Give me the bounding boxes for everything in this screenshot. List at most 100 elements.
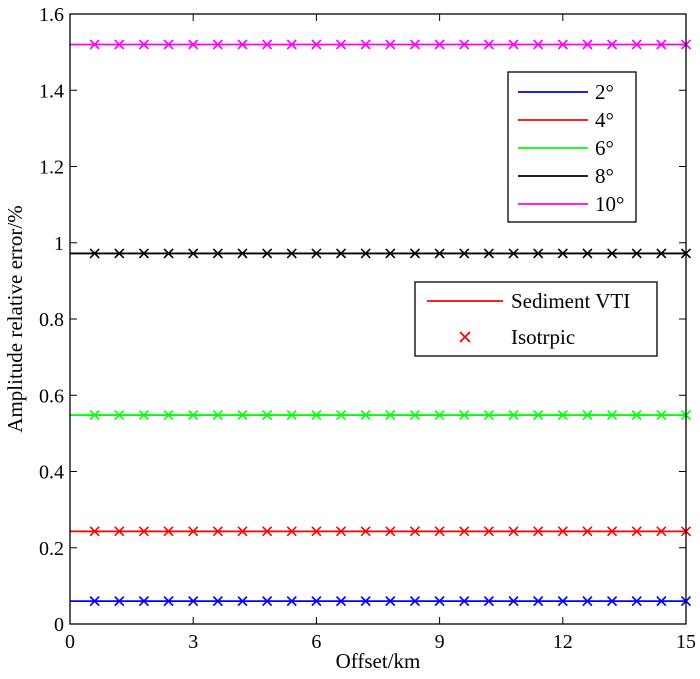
x-marker-stroke	[335, 248, 347, 259]
x-marker	[409, 596, 421, 607]
x-marker	[533, 248, 544, 259]
x-marker-stroke	[138, 248, 149, 259]
x-marker-stroke	[607, 526, 618, 537]
x-marker	[138, 526, 149, 537]
x-marker	[335, 410, 347, 421]
x-marker-stroke	[262, 410, 273, 421]
x-marker-stroke	[385, 39, 396, 50]
x-marker-stroke	[335, 410, 347, 421]
x-marker-stroke	[286, 526, 297, 537]
x-marker	[459, 39, 470, 50]
x-marker	[212, 596, 223, 607]
x-marker-stroke	[459, 331, 471, 343]
x-marker-stroke	[360, 39, 371, 50]
x-marker-stroke	[163, 410, 174, 421]
x-marker	[459, 248, 470, 259]
x-marker-stroke	[114, 410, 125, 421]
x-marker	[286, 526, 297, 537]
x-marker	[557, 526, 568, 537]
x-marker-stroke	[656, 526, 667, 537]
x-marker	[237, 596, 248, 607]
x-marker-stroke	[582, 39, 593, 50]
x-marker	[434, 526, 445, 537]
x-marker-stroke	[483, 39, 494, 50]
x-marker	[89, 39, 100, 50]
x-marker-stroke	[582, 596, 593, 607]
x-marker-stroke	[557, 596, 568, 607]
x-marker	[656, 248, 667, 259]
x-marker-stroke	[607, 248, 618, 259]
x-marker-stroke	[656, 596, 667, 607]
x-marker	[335, 39, 347, 50]
x-marker	[163, 596, 174, 607]
x-marker-stroke	[459, 39, 470, 50]
x-marker-stroke	[335, 526, 347, 537]
x-marker-stroke	[114, 39, 125, 50]
x-marker-stroke	[533, 39, 544, 50]
x-marker	[163, 526, 174, 537]
x-marker	[631, 410, 642, 421]
x-marker-stroke	[434, 410, 445, 421]
x-marker-stroke	[286, 410, 297, 421]
x-marker	[533, 410, 544, 421]
x-marker	[508, 410, 519, 421]
x-marker-stroke	[262, 39, 273, 50]
x-marker-stroke	[138, 39, 149, 50]
x-marker	[360, 39, 371, 50]
x-marker-stroke	[262, 526, 273, 537]
x-marker	[188, 248, 199, 259]
x-marker	[360, 248, 371, 259]
x-marker-stroke	[212, 526, 223, 537]
x-marker	[656, 596, 667, 607]
x-marker-stroke	[631, 410, 642, 421]
x-marker	[557, 248, 568, 259]
x-marker-stroke	[360, 248, 371, 259]
x-tick-label: 15	[676, 631, 696, 653]
x-marker	[311, 39, 322, 50]
x-marker	[582, 526, 593, 537]
x-marker	[360, 526, 371, 537]
x-marker-stroke	[286, 39, 297, 50]
x-marker	[335, 526, 347, 537]
x-marker-stroke	[262, 596, 273, 607]
x-marker-stroke	[262, 248, 273, 259]
x-marker	[533, 526, 544, 537]
x-marker-stroke	[582, 526, 593, 537]
x-marker	[212, 410, 223, 421]
x-marker	[138, 248, 149, 259]
x-marker	[557, 596, 568, 607]
x-marker-stroke	[533, 248, 544, 259]
y-tick-label: 0.4	[39, 462, 64, 484]
x-marker-stroke	[212, 39, 223, 50]
legend-label: 6°	[595, 136, 614, 160]
legends: 2° 4° 6° 8° 10° Sediment VTI Isotrpic	[414, 71, 658, 357]
x-marker	[163, 39, 174, 50]
x-marker-stroke	[89, 410, 100, 421]
x-marker	[188, 596, 199, 607]
x-marker	[582, 248, 593, 259]
x-marker-stroke	[459, 410, 470, 421]
x-marker-stroke	[89, 248, 100, 259]
x-marker-stroke	[311, 248, 322, 259]
x-marker	[385, 39, 396, 50]
legend-styles: Sediment VTI Isotrpic	[414, 281, 658, 357]
y-tick-label: 1.4	[39, 80, 64, 102]
x-marker-stroke	[138, 596, 149, 607]
legend-angles: 2° 4° 6° 8° 10°	[507, 71, 637, 223]
x-marker-stroke	[557, 526, 568, 537]
x-marker	[188, 39, 199, 50]
x-marker	[409, 526, 421, 537]
x-marker-stroke	[582, 248, 593, 259]
x-marker	[237, 410, 248, 421]
y-tick-label: 0.6	[39, 385, 64, 407]
x-marker-stroke	[483, 248, 494, 259]
x-marker	[385, 526, 396, 537]
x-marker	[360, 596, 371, 607]
x-tick-label: 6	[311, 631, 321, 653]
x-marker-stroke	[311, 39, 322, 50]
x-marker	[114, 526, 125, 537]
x-marker	[114, 596, 125, 607]
y-tick-label: 0.8	[39, 309, 64, 331]
x-marker	[607, 39, 618, 50]
